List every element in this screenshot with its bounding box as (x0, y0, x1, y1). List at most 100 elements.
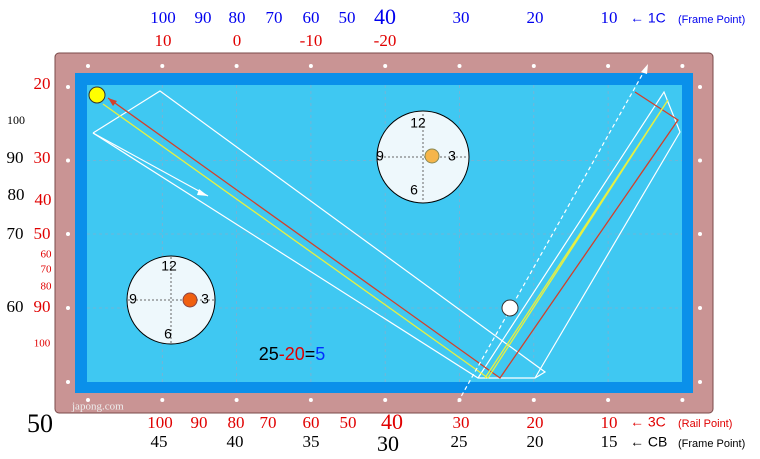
diamond (680, 64, 685, 68)
scale-label: 70 (41, 264, 53, 276)
scale-label: -20 (374, 31, 397, 50)
white-band (92, 90, 547, 379)
diamond (160, 398, 165, 402)
scale-label: 30 (377, 431, 399, 456)
red-path (107, 91, 679, 379)
yellow-ball (88, 86, 106, 104)
clock-label: 6 (410, 182, 418, 198)
arrowhead (641, 64, 648, 74)
formula-part: -20 (279, 344, 305, 364)
scale-label: 90 (34, 297, 51, 316)
scale-label: 40 (374, 4, 396, 29)
clock-label: 3 (201, 291, 209, 307)
scale-label: ← CB (630, 434, 667, 450)
diamond (457, 64, 462, 68)
diamond (698, 85, 702, 89)
diamond (160, 64, 165, 68)
clock-label: 6 (164, 326, 172, 342)
scale-label: 20 (34, 74, 51, 93)
yellow-path (102, 99, 669, 379)
scale-label: 90 (191, 413, 208, 432)
white-arrow (92, 132, 209, 197)
scale-label: -10 (300, 31, 323, 50)
diamond (531, 398, 536, 402)
clock-label: 12 (410, 115, 426, 131)
diamond (606, 64, 611, 68)
scale-label: 70 (7, 224, 24, 243)
clock-label: 9 (376, 148, 384, 164)
scale-label: 0 (233, 31, 242, 50)
clock-label: 3 (448, 148, 456, 164)
diamond (234, 398, 239, 402)
white-band (477, 90, 681, 379)
scale-label: 35 (303, 432, 320, 451)
diamond (698, 232, 702, 236)
diamond (383, 398, 388, 402)
scale-label: 70 (260, 413, 277, 432)
diamonds (66, 64, 702, 402)
scale-label: 100 (7, 113, 25, 127)
clock-label: 12 (161, 258, 177, 274)
clock-top: 12 3 6 9 (376, 110, 470, 204)
scale-label: 60 (303, 8, 320, 27)
scale-label: 90 (7, 148, 24, 167)
scale-label: 10 (601, 8, 618, 27)
diamond (308, 64, 313, 68)
scale-label: 50 (34, 224, 51, 243)
scale-label: 100 (150, 8, 176, 27)
scale-label: 80 (8, 185, 25, 204)
diamond (66, 85, 70, 89)
scale-label: (Frame Point) (678, 438, 745, 450)
diamond (86, 398, 90, 402)
scale-label: 20 (527, 8, 544, 27)
diamond (680, 398, 685, 402)
scale-label: 100 (34, 338, 51, 350)
scale-label: ← 1C (630, 10, 666, 26)
diamond (66, 380, 70, 384)
formula-part: = (305, 344, 316, 364)
formula: 25-20=5 (259, 344, 326, 364)
scale-label: 70 (266, 8, 283, 27)
scale-label: 30 (453, 413, 470, 432)
clock-left: 12 3 6 9 (126, 255, 216, 345)
scale-label: 60 (7, 297, 24, 316)
diamond (606, 398, 611, 402)
scale-label: 60 (41, 249, 53, 261)
diamond (383, 64, 388, 68)
scale-label: 90 (195, 8, 212, 27)
scale-label: 80 (41, 281, 53, 293)
scale-label: 80 (228, 413, 245, 432)
diamond (66, 306, 70, 310)
scale-label: 10 (155, 31, 172, 50)
scale-label: (Rail Point) (678, 418, 732, 430)
scale-label: 50 (340, 413, 357, 432)
scale-label: 30 (453, 8, 470, 27)
dashed-aim (457, 67, 647, 403)
formula-part: 5 (315, 344, 325, 364)
diamond (698, 158, 702, 163)
diamond (698, 380, 702, 384)
scale-label: 50 (339, 8, 356, 27)
scale-label: 45 (151, 432, 168, 451)
diamond (66, 232, 70, 236)
scale-label: ← 3C (630, 414, 666, 430)
scale-label: 80 (229, 8, 246, 27)
scale-label: 30 (34, 148, 51, 167)
scale-label: 15 (601, 432, 618, 451)
white-ball (501, 299, 519, 317)
formula-part: 25 (259, 344, 279, 364)
scale-label: 25 (451, 432, 468, 451)
diamond (698, 306, 702, 310)
clock-label: 9 (129, 291, 137, 307)
scale-label: (Frame Point) (678, 14, 745, 26)
diamond (86, 64, 90, 68)
diamond (234, 64, 239, 68)
diamond (308, 398, 313, 402)
diamond (531, 64, 536, 68)
scale-label: 40 (227, 432, 244, 451)
watermark: japong.com (71, 401, 124, 413)
scale-label: 50 (27, 409, 53, 438)
scale-label: 100 (147, 413, 173, 432)
diamond (66, 158, 70, 163)
scale-label: 20 (527, 413, 544, 432)
